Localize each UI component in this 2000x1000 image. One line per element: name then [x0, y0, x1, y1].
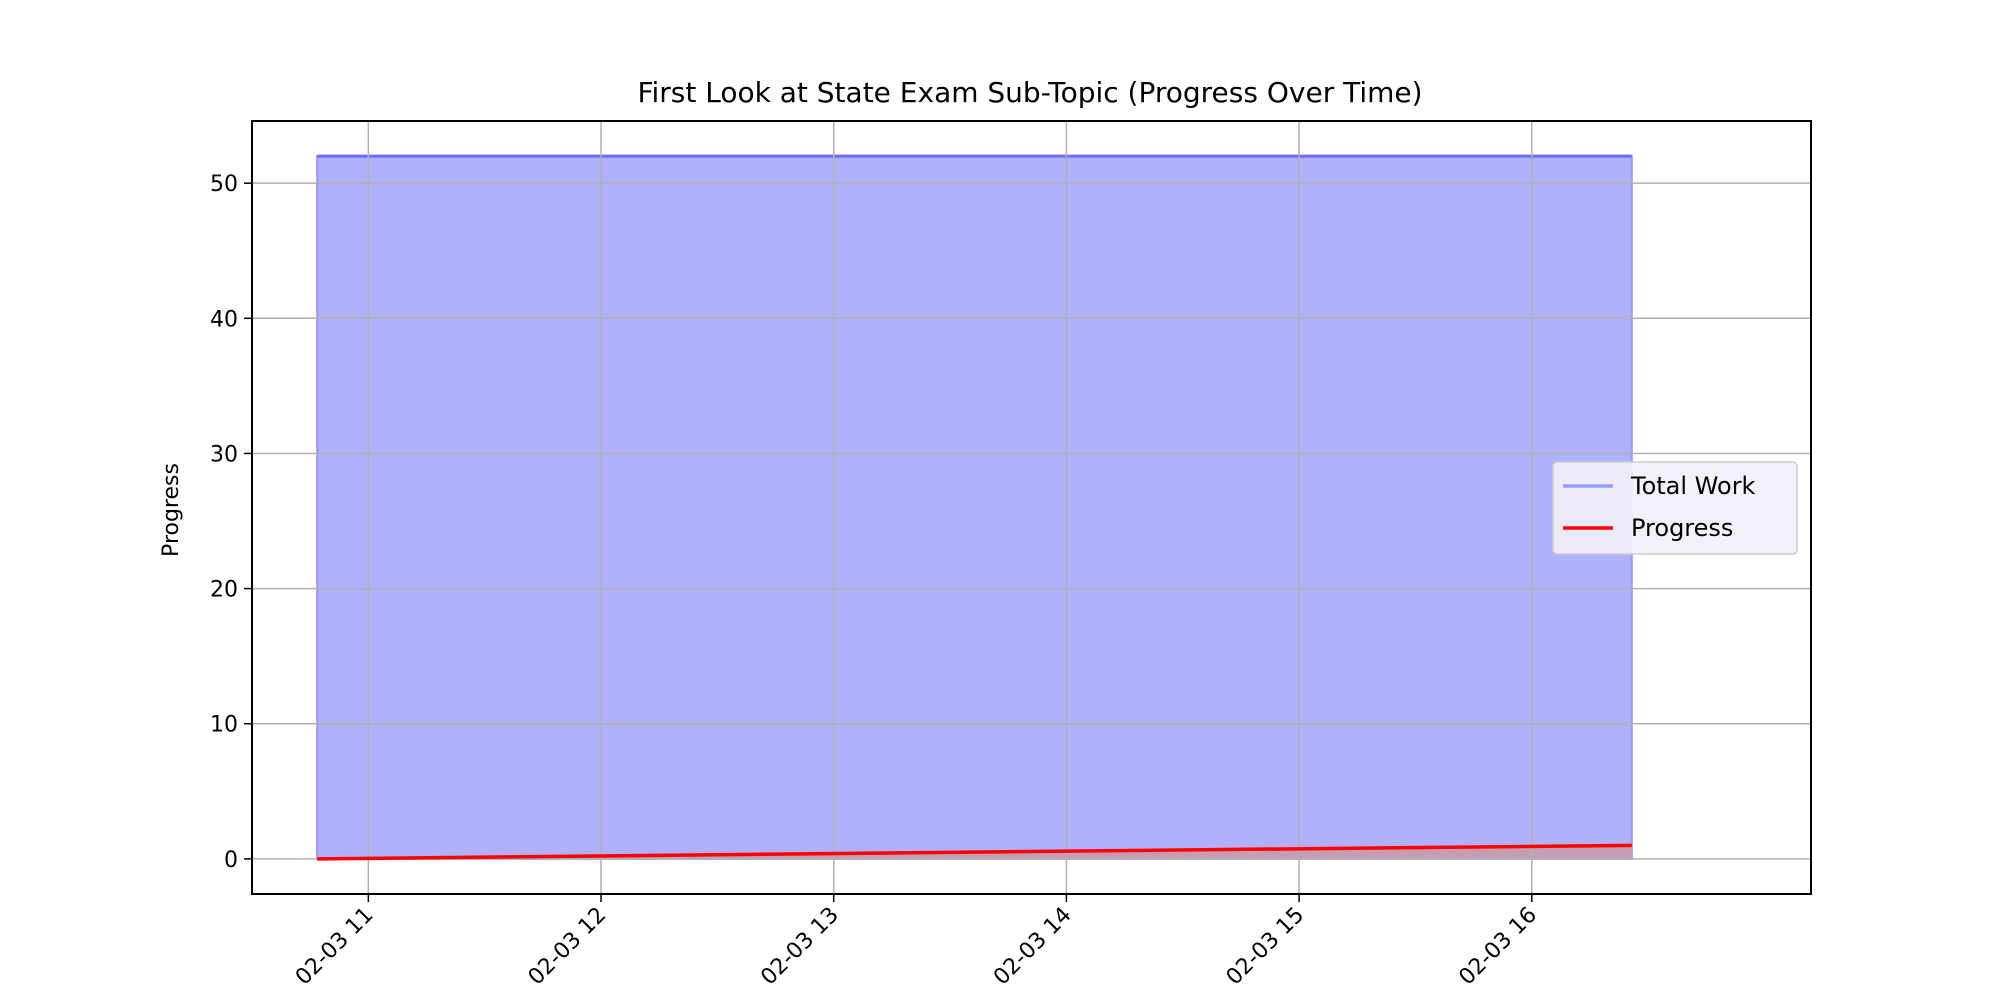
x-tick-label: 02-03 13 [756, 903, 844, 991]
y-tick-label: 0 [224, 848, 238, 873]
legend-box [1552, 461, 1798, 555]
legend-label: Progress [1631, 514, 1733, 542]
y-tick-label: 20 [210, 578, 238, 603]
y-tick-label: 40 [210, 307, 238, 332]
x-tick-label: 02-03 16 [1454, 903, 1542, 991]
y-axis-label: Progress [159, 463, 184, 557]
x-tick-label: 02-03 11 [291, 903, 379, 991]
legend: Total Work Progress [1552, 461, 1798, 555]
progress-line [317, 843, 1632, 861]
total-work-area [316, 155, 1633, 860]
plot-area-series [252, 121, 1811, 894]
x-tick-label: 02-03 15 [1222, 903, 1310, 991]
legend-label: Total Work [1630, 472, 1756, 500]
y-tick-label: 30 [210, 442, 238, 467]
plot-frame [251, 120, 1812, 895]
y-tick-label: 50 [210, 172, 238, 197]
y-tick-label: 10 [210, 713, 238, 738]
chart-title: First Look at State Exam Sub-Topic (Prog… [637, 76, 1422, 109]
x-tick-label: 02-03 14 [989, 903, 1077, 991]
x-tick-label: 02-03 12 [524, 903, 612, 991]
